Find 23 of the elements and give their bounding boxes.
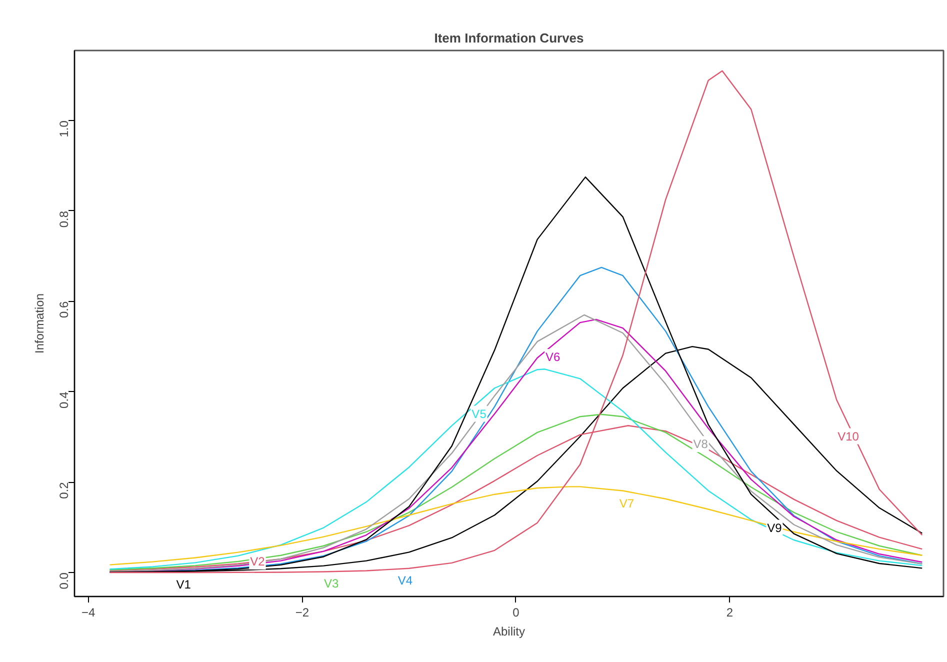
text: V4	[398, 574, 413, 588]
series-label: V9	[767, 520, 782, 535]
x-tick-label: −2	[295, 606, 310, 620]
y-tick-label: 0.2	[57, 482, 71, 499]
series-label: V6	[546, 350, 561, 364]
series-label: V7	[619, 496, 634, 510]
y-tick-label: 0.0	[57, 572, 71, 590]
series-label: V1	[176, 577, 192, 592]
text: V3	[324, 576, 339, 591]
y-tick-label: 0.4	[57, 391, 71, 408]
series-label: V10	[838, 429, 860, 444]
series-label: V8	[693, 437, 708, 452]
y-tick-label: 0.6	[57, 301, 71, 318]
chart-title: Item Information Curves	[434, 30, 584, 46]
x-tick-label: 0	[512, 606, 520, 620]
x-axis-title: Ability	[492, 624, 526, 638]
y-tick-label: 1.0	[57, 120, 71, 138]
series-label: V5	[472, 406, 487, 421]
y-axis-title: Information	[32, 293, 46, 354]
x-tick-label: −4	[82, 606, 96, 620]
series-label: V2	[250, 554, 266, 569]
y-tick-label: 0.8	[57, 210, 71, 228]
x-tick-label: 2	[726, 606, 734, 620]
